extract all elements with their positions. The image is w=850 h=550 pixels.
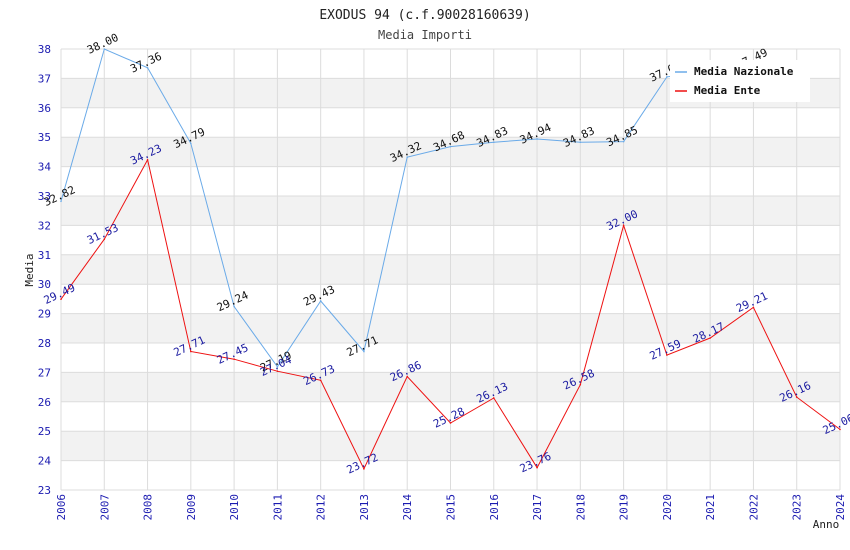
data-point-media-ente	[233, 358, 235, 360]
x-tick-label: 2009	[185, 494, 198, 521]
y-tick-label: 38	[38, 43, 51, 56]
x-tick-label: 2016	[488, 494, 501, 521]
x-tick-label: 2008	[142, 494, 155, 521]
data-point-media-nazionale	[233, 305, 235, 308]
data-point-media-nazionale	[276, 366, 279, 368]
x-tick-label: 2007	[98, 494, 111, 521]
data-point-media-ente	[622, 224, 625, 227]
x-axis-label: Anno	[813, 518, 840, 531]
data-point-media-ente	[579, 383, 582, 386]
y-axis-ticks: 23 24 25 26 27 28 29 30 31 32 33 34 35 36 37 38	[38, 43, 52, 497]
legend-box	[670, 60, 810, 102]
x-tick-label: 2024	[834, 494, 847, 521]
x-tick-label: 2010	[228, 494, 241, 521]
x-tick-label: 2011	[271, 494, 284, 521]
data-point-media-ente	[190, 350, 192, 353]
x-tick-label: 2019	[618, 494, 631, 521]
y-tick-label: 35	[38, 131, 51, 144]
data-point-media-ente	[406, 375, 409, 378]
data-point-media-nazionale	[666, 76, 668, 78]
data-point-media-ente	[276, 370, 279, 373]
data-point-media-nazionale	[146, 67, 149, 69]
x-tick-label: 2018	[574, 494, 587, 521]
data-point-media-ente	[60, 298, 62, 300]
y-tick-label: 29	[38, 308, 51, 321]
y-tick-label: 33	[38, 190, 51, 203]
x-tick-label: 2013	[358, 494, 371, 521]
data-point-media-nazionale	[103, 48, 106, 50]
data-point-media-ente	[666, 354, 668, 356]
legend-label-media-nazionale: Media Nazionale	[694, 65, 794, 78]
chart-subtitle: Media Importi	[378, 28, 472, 42]
data-point-media-ente	[363, 468, 365, 470]
x-tick-label: 2020	[661, 494, 674, 521]
x-tick-label: 2021	[704, 494, 717, 521]
x-axis-ticks: 2006 2007 2008 2009 2010 2011 2012 2013 2014 2015…	[55, 494, 847, 521]
data-point-media-nazionale	[492, 141, 495, 143]
data-point-media-ente	[795, 396, 798, 398]
legend: Media Nazionale Media Ente	[670, 60, 810, 102]
y-tick-label: 34	[38, 161, 52, 174]
data-point-media-nazionale	[406, 156, 409, 158]
data-point-media-ente	[839, 428, 841, 431]
y-tick-label: 24	[38, 455, 52, 468]
y-tick-label: 27	[38, 366, 51, 379]
y-tick-label: 31	[38, 249, 51, 262]
y-tick-label: 36	[38, 102, 51, 115]
y-tick-label: 28	[38, 337, 51, 350]
data-point-media-nazionale	[622, 140, 625, 143]
data-point-media-ente	[103, 238, 106, 241]
data-point-media-nazionale	[319, 300, 322, 302]
y-tick-label: 30	[38, 278, 51, 291]
x-tick-label: 2023	[791, 494, 804, 521]
data-point-media-nazionale	[363, 350, 365, 353]
x-tick-label: 2012	[315, 494, 328, 521]
x-tick-label: 2015	[445, 494, 458, 521]
y-tick-label: 32	[38, 219, 51, 232]
data-point-media-nazionale	[536, 138, 538, 140]
series-group	[60, 48, 841, 470]
data-point-media-ente	[319, 379, 322, 382]
legend-label-media-ente: Media Ente	[694, 84, 761, 97]
data-point-media-nazionale	[579, 141, 582, 143]
data-point-media-ente	[146, 159, 149, 161]
x-tick-label: 2006	[55, 494, 68, 521]
data-point-media-ente	[449, 422, 452, 424]
data-point-media-ente	[752, 306, 755, 309]
y-tick-label: 26	[38, 396, 51, 409]
data-point-media-nazionale	[449, 145, 452, 148]
data-point-media-ente	[709, 337, 711, 339]
data-point-media-ente	[492, 397, 495, 399]
x-tick-label: 2014	[401, 494, 414, 521]
y-axis-label: Media	[23, 253, 36, 286]
data-point-media-nazionale	[60, 200, 62, 203]
y-tick-label: 37	[38, 72, 51, 85]
series-line-media-nazionale	[60, 48, 754, 368]
x-tick-label: 2017	[531, 494, 544, 521]
data-point-media-ente	[536, 466, 538, 469]
x-tick-label: 2022	[747, 494, 760, 521]
data-point-media-nazionale	[190, 142, 192, 145]
chart-title: EXODUS 94 (c.f.90028160639)	[319, 8, 530, 23]
y-tick-label: 25	[38, 425, 51, 438]
y-tick-label: 23	[38, 484, 51, 497]
